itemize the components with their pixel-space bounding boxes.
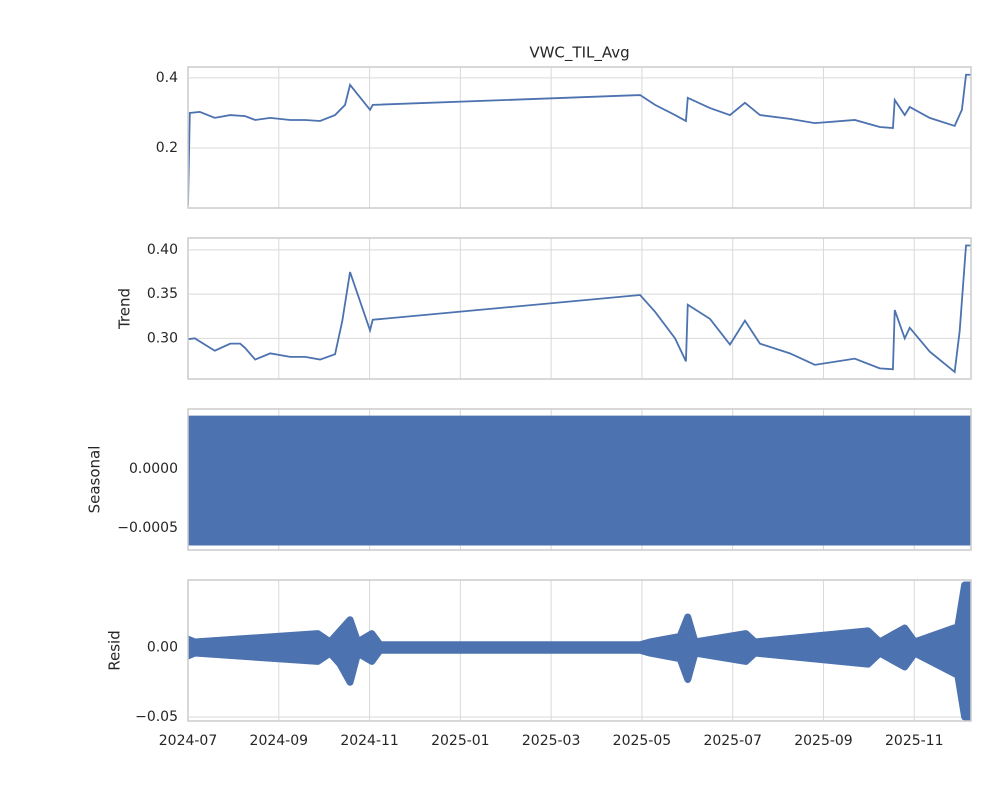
- axes-frame: [187, 237, 972, 380]
- x-tick-label: 2025-05: [613, 733, 672, 749]
- band-area: [188, 581, 971, 721]
- y-tick-label: −0.05: [135, 709, 178, 725]
- x-tick-label: 2025-01: [431, 733, 490, 749]
- y-tick-label: 0.40: [147, 242, 178, 258]
- band-area: [188, 415, 971, 546]
- y-tick-label: 0.35: [147, 286, 178, 302]
- x-tick-label: 2024-09: [250, 733, 309, 749]
- y-tick-label: 0.30: [147, 330, 178, 346]
- plot-area: [188, 67, 971, 208]
- x-tick-label: 2025-11: [885, 733, 944, 749]
- y-tick-label: 0.00: [147, 640, 178, 656]
- x-tick-label: 2025-09: [794, 733, 853, 749]
- trend-line: [188, 73, 971, 206]
- axes-frame: [187, 579, 972, 722]
- y-axis-label: Resid: [106, 630, 124, 670]
- plot-area: [188, 238, 971, 379]
- y-tick-label: 0.4: [156, 70, 178, 86]
- x-tick-label: 2024-07: [159, 733, 218, 749]
- x-tick-label: 2024-11: [340, 733, 399, 749]
- y-tick-label: 0.2: [156, 140, 178, 156]
- x-tick-label: 2025-07: [703, 733, 762, 749]
- axes-frame: [187, 408, 972, 551]
- trend-line: [188, 244, 971, 374]
- y-tick-label: 0.0000: [129, 461, 178, 477]
- axes-frame: [187, 66, 972, 209]
- y-tick-label: −0.0005: [117, 520, 178, 536]
- x-tick-label: 2025-03: [522, 733, 581, 749]
- y-axis-label: Seasonal: [86, 446, 104, 514]
- subplot-title: VWC_TIL_Avg: [529, 44, 629, 63]
- y-axis-label: Trend: [116, 288, 134, 330]
